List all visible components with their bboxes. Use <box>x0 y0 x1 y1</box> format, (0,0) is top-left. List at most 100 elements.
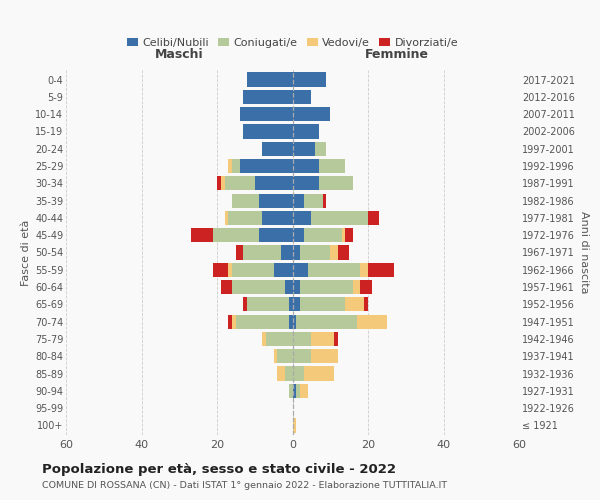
Bar <box>232 262 274 277</box>
Bar <box>368 211 379 225</box>
Bar <box>236 246 244 260</box>
Bar <box>289 314 293 329</box>
Bar <box>334 332 338 346</box>
Bar <box>346 228 353 242</box>
Bar <box>361 262 368 277</box>
Bar <box>229 211 262 225</box>
Bar <box>293 384 296 398</box>
Bar <box>353 280 361 294</box>
Bar <box>311 332 334 346</box>
Bar <box>285 280 293 294</box>
Bar <box>293 418 296 432</box>
Bar <box>315 142 326 156</box>
Bar <box>232 194 259 207</box>
Bar <box>293 90 311 104</box>
Bar <box>338 246 349 260</box>
Bar <box>308 262 361 277</box>
Bar <box>262 332 266 346</box>
Bar <box>300 280 353 294</box>
Bar <box>296 384 300 398</box>
Legend: Celibi/Nubili, Coniugati/e, Vedovi/e, Divorziati/e: Celibi/Nubili, Coniugati/e, Vedovi/e, Di… <box>122 34 463 52</box>
Bar <box>293 228 304 242</box>
Bar <box>213 262 229 277</box>
Bar <box>300 298 346 312</box>
Bar <box>311 349 338 364</box>
Bar <box>293 349 311 364</box>
Bar <box>229 159 232 173</box>
Bar <box>244 246 281 260</box>
Bar <box>221 176 224 190</box>
Bar <box>224 211 229 225</box>
Bar <box>293 298 300 312</box>
Y-axis label: Anni di nascita: Anni di nascita <box>578 211 589 294</box>
Bar <box>304 366 334 380</box>
Bar <box>232 280 285 294</box>
Bar <box>236 314 289 329</box>
Y-axis label: Fasce di età: Fasce di età <box>20 220 31 286</box>
Bar <box>293 159 319 173</box>
Bar <box>239 159 293 173</box>
Bar <box>277 366 285 380</box>
Bar <box>274 349 277 364</box>
Bar <box>229 262 232 277</box>
Bar <box>341 228 346 242</box>
Bar <box>368 262 394 277</box>
Bar <box>229 314 232 329</box>
Bar <box>244 124 293 138</box>
Bar <box>300 384 308 398</box>
Bar <box>232 314 236 329</box>
Bar <box>293 142 315 156</box>
Bar <box>293 314 296 329</box>
Bar <box>293 262 308 277</box>
Bar <box>262 211 293 225</box>
Bar <box>247 298 289 312</box>
Bar <box>319 159 346 173</box>
Bar <box>255 176 293 190</box>
Bar <box>289 298 293 312</box>
Bar <box>304 228 341 242</box>
Bar <box>296 314 356 329</box>
Bar <box>266 332 293 346</box>
Bar <box>346 298 364 312</box>
Bar <box>277 349 293 364</box>
Bar <box>232 159 239 173</box>
Bar <box>356 314 387 329</box>
Text: Maschi: Maschi <box>155 48 203 61</box>
Bar <box>285 366 293 380</box>
Bar <box>293 124 319 138</box>
Bar <box>364 298 368 312</box>
Bar <box>293 332 311 346</box>
Bar <box>293 107 330 121</box>
Bar <box>217 176 221 190</box>
Bar <box>191 228 213 242</box>
Bar <box>293 194 304 207</box>
Bar <box>274 262 293 277</box>
Bar <box>244 90 293 104</box>
Bar <box>281 246 293 260</box>
Bar <box>221 280 232 294</box>
Bar <box>319 176 353 190</box>
Text: Femmine: Femmine <box>365 48 428 61</box>
Bar <box>293 246 300 260</box>
Bar <box>289 384 293 398</box>
Bar <box>259 228 293 242</box>
Bar <box>323 194 326 207</box>
Bar <box>262 142 293 156</box>
Text: COMUNE DI ROSSANA (CN) - Dati ISTAT 1° gennaio 2022 - Elaborazione TUTTITALIA.IT: COMUNE DI ROSSANA (CN) - Dati ISTAT 1° g… <box>42 481 447 490</box>
Bar <box>239 107 293 121</box>
Bar <box>293 366 304 380</box>
Bar <box>244 298 247 312</box>
Bar <box>247 72 293 86</box>
Bar <box>293 280 300 294</box>
Bar <box>330 246 338 260</box>
Bar <box>293 211 311 225</box>
Bar <box>293 72 326 86</box>
Bar <box>213 228 259 242</box>
Bar <box>304 194 323 207</box>
Bar <box>300 246 330 260</box>
Bar <box>361 280 372 294</box>
Bar <box>224 176 255 190</box>
Bar <box>311 211 368 225</box>
Bar <box>259 194 293 207</box>
Bar <box>293 176 319 190</box>
